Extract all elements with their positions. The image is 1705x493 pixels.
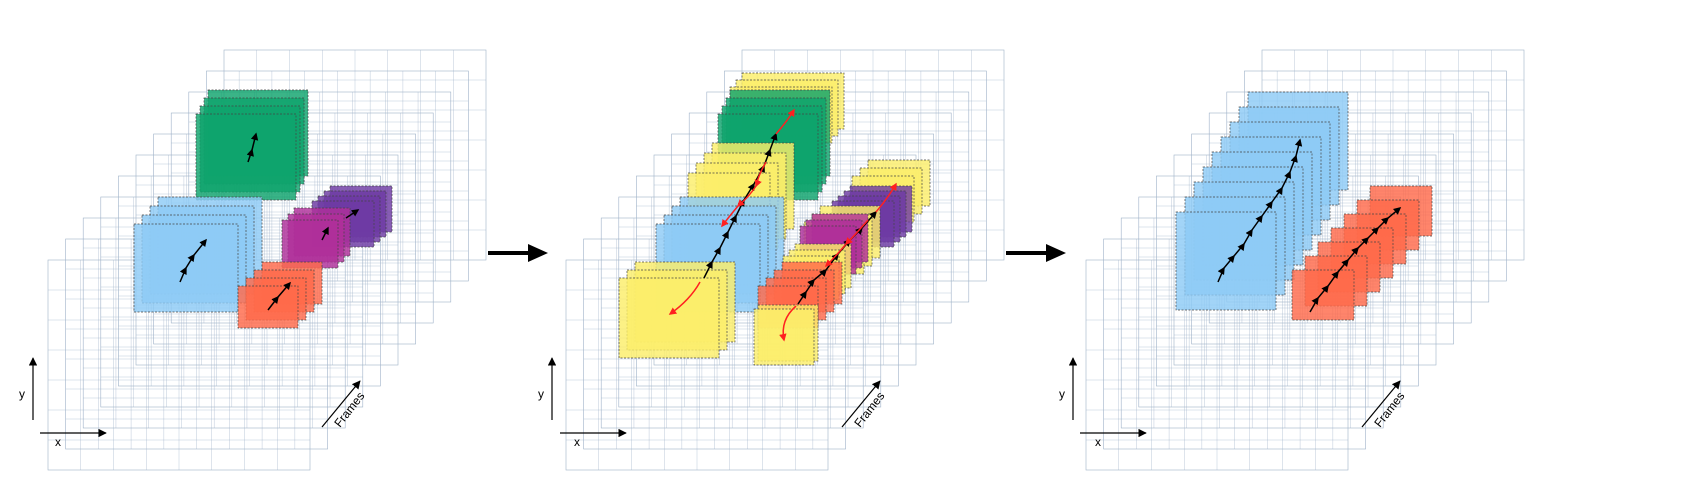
yellow-bottom-stack [618, 261, 736, 359]
frames-axis-arrow [841, 380, 881, 428]
predicted-track-lower-arrow [668, 281, 701, 315]
panel-tracking-frames: y x Frames [538, 49, 1005, 471]
frames-axis-arrow [1361, 380, 1401, 428]
panel-selected-frames: y x Frames [1059, 49, 1525, 471]
predicted-track-right-lower-arrow [779, 305, 797, 342]
x-axis-label: x [1095, 435, 1101, 449]
y-axis-label: y [538, 387, 544, 401]
magenta-track-arrow [321, 226, 329, 241]
object-region [281, 219, 339, 269]
green-track-arrow [246, 132, 259, 163]
y-axis-label: y [19, 387, 25, 401]
object-region [1175, 211, 1277, 311]
step-arrow-1 [488, 244, 548, 262]
object-region [1291, 269, 1355, 321]
panel-input-frames: y x Frames [19, 49, 487, 471]
object-region [618, 277, 720, 359]
red-track-arrow [1309, 207, 1402, 313]
frames-axis-arrow [321, 380, 361, 428]
predicted-track-right-mid-arrow [824, 219, 869, 268]
red-track-arrow [267, 281, 291, 311]
step-arrow-2 [1006, 244, 1066, 262]
predicted-track-upper-arrow [775, 108, 795, 135]
object-region [195, 113, 297, 201]
x-axis-label: x [55, 435, 61, 449]
purple-track-arrow [345, 209, 360, 219]
blue-track-arrow [179, 238, 207, 283]
y-axis-label: y [1059, 387, 1065, 401]
object-region [237, 285, 299, 329]
green-object-stack [195, 89, 309, 201]
yellow-right-bottom-stack [753, 304, 819, 366]
magenta-object-stack [281, 207, 351, 269]
predicted-track-mid-arrow [721, 161, 767, 228]
x-axis-label: x [574, 435, 580, 449]
predicted-track-right-upper-arrow [875, 182, 897, 213]
blue-track-arrow [1217, 138, 1303, 283]
